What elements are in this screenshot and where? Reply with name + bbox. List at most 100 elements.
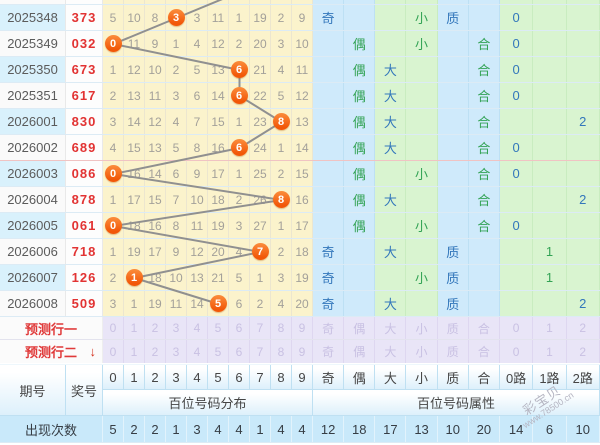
- appearance-count-cell: 13: [406, 416, 438, 442]
- attr-cell: [468, 291, 500, 316]
- attr-cell: [375, 5, 407, 30]
- attr-cell: 偶: [344, 161, 376, 186]
- attr-cell: [499, 187, 534, 212]
- prediction-cell[interactable]: 小: [406, 340, 438, 363]
- hit-circle: 6: [230, 87, 248, 104]
- miss-count-cell: 13: [187, 265, 208, 290]
- miss-count-cell: 18: [292, 239, 313, 264]
- column-header-cell: 2: [145, 365, 166, 390]
- prediction-cell[interactable]: 大: [375, 340, 407, 363]
- prediction-cell[interactable]: 7: [250, 317, 271, 339]
- miss-count-cell: 1: [103, 239, 124, 264]
- prediction-cell[interactable]: 5: [208, 340, 229, 363]
- attr-cell: 合: [468, 57, 500, 82]
- prediction-cell[interactable]: 小: [406, 317, 438, 339]
- attr-cell: [566, 57, 600, 82]
- draw-number-cell: 878: [66, 187, 103, 212]
- hit-circle: 6: [230, 139, 248, 156]
- prediction-cell[interactable]: 偶: [344, 340, 376, 363]
- prediction-cell[interactable]: 4: [187, 317, 208, 339]
- prediction-cell[interactable]: 9: [292, 317, 313, 339]
- prediction-cell[interactable]: 奇: [313, 317, 345, 339]
- prediction-cell[interactable]: 0: [103, 317, 124, 339]
- attr-cell: 0: [499, 83, 534, 108]
- prediction-cell[interactable]: 3: [166, 340, 187, 363]
- prediction-cell[interactable]: 奇: [313, 340, 345, 363]
- scroll-down-arrow-icon[interactable]: ↓: [89, 343, 97, 359]
- prediction-cell[interactable]: 质: [437, 317, 469, 339]
- miss-count-cell: 17: [292, 213, 313, 238]
- appearance-count-cell: 1: [250, 416, 271, 442]
- prediction-cell[interactable]: 合: [468, 340, 500, 363]
- miss-count-cell: 4: [166, 109, 187, 134]
- column-header-cell: 小: [406, 365, 438, 390]
- appearance-count-cell: 2: [145, 416, 166, 442]
- miss-count-cell: 2: [166, 57, 187, 82]
- attr-cell: 0: [499, 5, 534, 30]
- prediction-cell[interactable]: 质: [437, 340, 469, 363]
- prediction-cell[interactable]: 2: [145, 340, 166, 363]
- appearance-count-cell: 12: [313, 416, 345, 442]
- prediction-cell[interactable]: 4: [187, 340, 208, 363]
- prediction-cell[interactable]: 2: [145, 317, 166, 339]
- hit-cell: 7: [250, 239, 271, 264]
- prediction-cell[interactable]: 6: [229, 317, 250, 339]
- miss-count-cell: 1: [103, 57, 124, 82]
- prediction-cell[interactable]: 0: [103, 340, 124, 363]
- draw-number-cell: 509: [66, 291, 103, 316]
- prediction-cell[interactable]: 1: [124, 340, 145, 363]
- prediction-cell[interactable]: 2: [566, 340, 600, 363]
- prediction-row-1-label: 预测行一: [0, 317, 103, 339]
- miss-count-cell: 3: [103, 109, 124, 134]
- prediction-cell[interactable]: 1: [533, 340, 567, 363]
- prediction-cell[interactable]: 8: [271, 340, 292, 363]
- prediction-cell[interactable]: 偶: [344, 317, 376, 339]
- miss-count-cell: [145, 0, 166, 4]
- miss-count-cell: 12: [187, 239, 208, 264]
- attr-cell: 0: [499, 57, 534, 82]
- prediction-cell[interactable]: 7: [250, 340, 271, 363]
- attr-cell: 质: [437, 239, 469, 264]
- attr-cell: [499, 291, 534, 316]
- column-header-cell: 1路: [533, 365, 567, 390]
- miss-count-cell: 20: [208, 239, 229, 264]
- prediction-cell[interactable]: 5: [208, 317, 229, 339]
- prediction-cell[interactable]: 0: [499, 340, 534, 363]
- prediction-cell[interactable]: 9: [292, 340, 313, 363]
- attr-cell: [533, 291, 567, 316]
- prediction-cell[interactable]: 8: [271, 317, 292, 339]
- prediction-cell[interactable]: 0: [499, 317, 534, 339]
- hit-cell: 3: [166, 5, 187, 30]
- hit-circle: 5: [209, 295, 227, 312]
- prediction-cell[interactable]: 大: [375, 317, 407, 339]
- prediction-cell[interactable]: 6: [229, 340, 250, 363]
- miss-count-cell: 12: [208, 31, 229, 56]
- appearance-count-cell: 2: [124, 416, 145, 442]
- attr-cell: 质: [437, 291, 469, 316]
- attr-cell: [313, 161, 345, 186]
- attr-cell: [533, 213, 567, 238]
- attr-cell: [437, 109, 469, 134]
- miss-count-cell: 8: [166, 213, 187, 238]
- column-header-cell: 3: [166, 365, 187, 390]
- prediction-cell[interactable]: 3: [166, 317, 187, 339]
- miss-count-cell: 19: [292, 265, 313, 290]
- miss-count-cell: 1: [229, 161, 250, 186]
- prediction-cell[interactable]: 1: [533, 317, 567, 339]
- prediction-cell[interactable]: 2: [566, 317, 600, 339]
- miss-count-cell: 2: [271, 5, 292, 30]
- prediction-cell[interactable]: 1: [124, 317, 145, 339]
- trend-table-row: 2025351 617 2 13 11 3 6 14 6 22 5 12 偶大合 0: [0, 83, 600, 109]
- appearance-counts-label: 出现次数: [0, 416, 103, 442]
- attr-cell: 大: [375, 187, 407, 212]
- miss-count-cell: 2: [103, 83, 124, 108]
- attr-cell: [533, 57, 567, 82]
- draw-number-cell: 830: [66, 109, 103, 134]
- hit-cell: 6: [229, 57, 250, 82]
- trend-table-row: 2026005 061 0 18 16 8 11 19 3 27 1 17 偶小合 0: [0, 213, 600, 239]
- hit-circle: 8: [272, 113, 290, 130]
- miss-count-cell: 19: [250, 5, 271, 30]
- prediction-cell[interactable]: 合: [468, 317, 500, 339]
- period-cell: 2026003: [0, 161, 66, 186]
